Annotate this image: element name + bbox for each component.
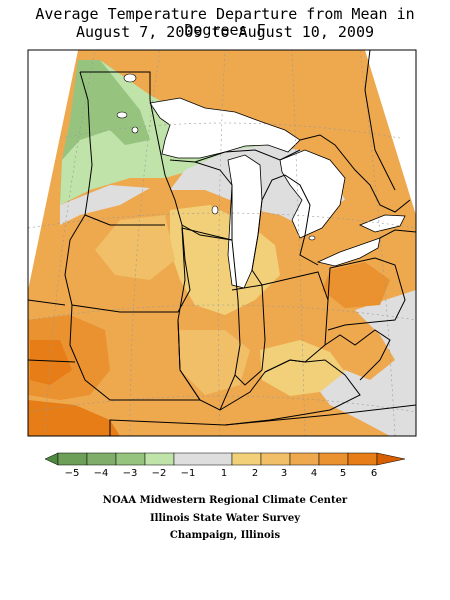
map-title: Average Temperature Departure from Mean …	[35, 5, 415, 39]
legend-label: 5	[340, 468, 346, 479]
red-lake	[116, 111, 128, 119]
departure-zone-near-normal-east	[315, 290, 416, 436]
state-borders	[28, 50, 416, 436]
legend-label: −5	[65, 468, 80, 479]
map-area	[28, 50, 416, 436]
legend-label: 3	[281, 468, 287, 479]
michigan-lower	[251, 174, 319, 286]
lake-of-the-woods	[123, 73, 137, 83]
color-legend: −5 −4 −3 −2 −1 1 2 3 4 5 6	[44, 452, 406, 479]
legend-label: 1	[221, 468, 227, 479]
legend-swatch-plus6	[376, 452, 406, 466]
legend-swatch-minus2	[144, 452, 175, 466]
legend-label: −1	[181, 468, 196, 479]
iowa-border	[64, 214, 191, 313]
departure-zone-plus2	[95, 215, 175, 280]
legend-swatch-near0	[173, 452, 233, 466]
lake-st-clair	[308, 235, 316, 241]
us-canada-border	[80, 71, 151, 100]
minnesota-wisconsin-border	[149, 99, 183, 226]
lake-michigan	[227, 154, 263, 289]
outside-region-left	[28, 50, 78, 290]
credit-organization: NOAA Midwestern Regional Climate Center	[102, 495, 348, 506]
lake-erie	[316, 237, 381, 267]
map-date-range: August 7, 2009 to August 10, 2009	[75, 23, 374, 41]
legend-label: −3	[123, 468, 138, 479]
michigan-upper-peninsula	[194, 149, 301, 163]
legend-labels: −5 −4 −3 −2 −1 1 2 3 4 5 6	[65, 468, 378, 479]
legend-label: −2	[152, 468, 167, 479]
credit-location: Champaign, Illinois	[169, 530, 281, 541]
ontario-coast	[299, 134, 411, 213]
credit-survey: Illinois State Water Survey	[149, 513, 301, 524]
legend-label: −4	[94, 468, 109, 479]
tennessee-border	[109, 404, 416, 436]
departure-zone-plus5	[28, 400, 120, 436]
lake-superior	[149, 97, 301, 159]
new-york-border	[379, 229, 416, 239]
legend-swatch-minus4	[86, 452, 117, 466]
departure-zone-plus1-east	[260, 340, 345, 396]
graticule	[28, 50, 416, 436]
pennsylvania-border	[327, 257, 406, 331]
minnesota-border	[79, 71, 165, 226]
map-frame	[27, 49, 417, 437]
legend-label: 2	[252, 468, 258, 479]
west-virginia-border	[324, 329, 391, 381]
legend-swatch-minus6	[44, 452, 59, 466]
indiana-border	[231, 284, 266, 386]
legend-swatch-minus5	[57, 452, 88, 466]
kansas-nebraska-border	[28, 299, 76, 363]
quebec-border	[364, 50, 396, 191]
legend-label: 6	[371, 468, 377, 479]
legend-swatch-plus2	[260, 452, 291, 466]
departure-zone-near-normal-west	[60, 185, 150, 225]
lake-winnebago	[211, 205, 219, 215]
small-lakes	[116, 73, 316, 241]
legend-swatch-plus5	[347, 452, 378, 466]
kentucky-border	[219, 359, 361, 426]
missouri-border	[69, 304, 201, 401]
mille-lacs	[131, 126, 139, 134]
legend-swatch-plus4	[318, 452, 349, 466]
legend-swatch-minus3	[115, 452, 146, 466]
lake-huron	[279, 149, 346, 239]
departure-zone-plus4-east	[322, 262, 390, 308]
departure-zone-plus5-west	[30, 340, 72, 385]
legend-swatch-plus3	[289, 452, 320, 466]
departure-zone-plus2-south	[180, 330, 250, 395]
legend-swatch-plus1	[231, 452, 262, 466]
outside-region-right	[365, 50, 416, 215]
legend-label: 4	[311, 468, 317, 479]
